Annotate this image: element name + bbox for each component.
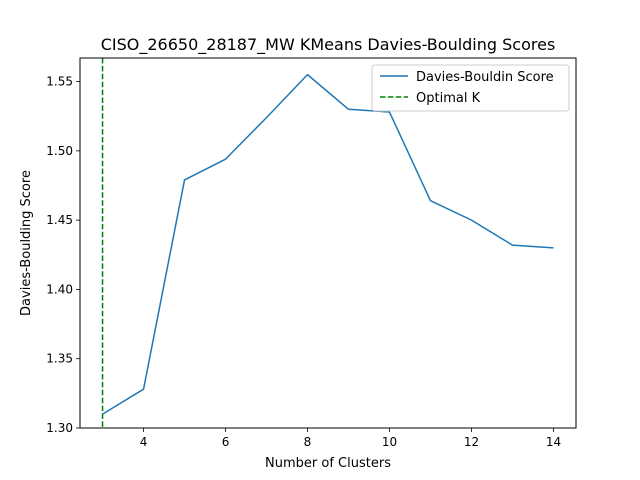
x-tick-label: 4 bbox=[140, 435, 148, 449]
y-tick-label: 1.30 bbox=[46, 421, 73, 435]
y-tick-label: 1.45 bbox=[46, 213, 73, 227]
legend-label-davies-bouldin: Davies-Bouldin Score bbox=[416, 70, 554, 85]
legend: Davies-Bouldin Score Optimal K bbox=[371, 64, 570, 112]
series-line-davies-bouldin bbox=[102, 73, 554, 415]
x-axis-label: Number of Clusters bbox=[265, 456, 391, 471]
axes-frame bbox=[79, 57, 577, 429]
x-tick-label: 8 bbox=[304, 435, 312, 449]
x-tick-label: 12 bbox=[464, 435, 479, 449]
legend-box bbox=[371, 64, 570, 112]
x-tick-label: 14 bbox=[546, 435, 561, 449]
chart-title: CISO_26650_28187_MW KMeans Davies-Bouldi… bbox=[101, 35, 556, 55]
legend-label-optimal-k: Optimal K bbox=[416, 91, 481, 106]
y-axis-label: Davies-Boulding Score bbox=[19, 170, 34, 316]
plot-area bbox=[101, 58, 554, 428]
x-tick-label: 6 bbox=[222, 435, 230, 449]
x-tick-label: 10 bbox=[382, 435, 397, 449]
y-tick-label: 1.35 bbox=[46, 352, 73, 366]
y-tick-label: 1.50 bbox=[46, 144, 73, 158]
y-tick-label: 1.55 bbox=[46, 75, 73, 89]
y-tick-label: 1.40 bbox=[46, 282, 73, 296]
